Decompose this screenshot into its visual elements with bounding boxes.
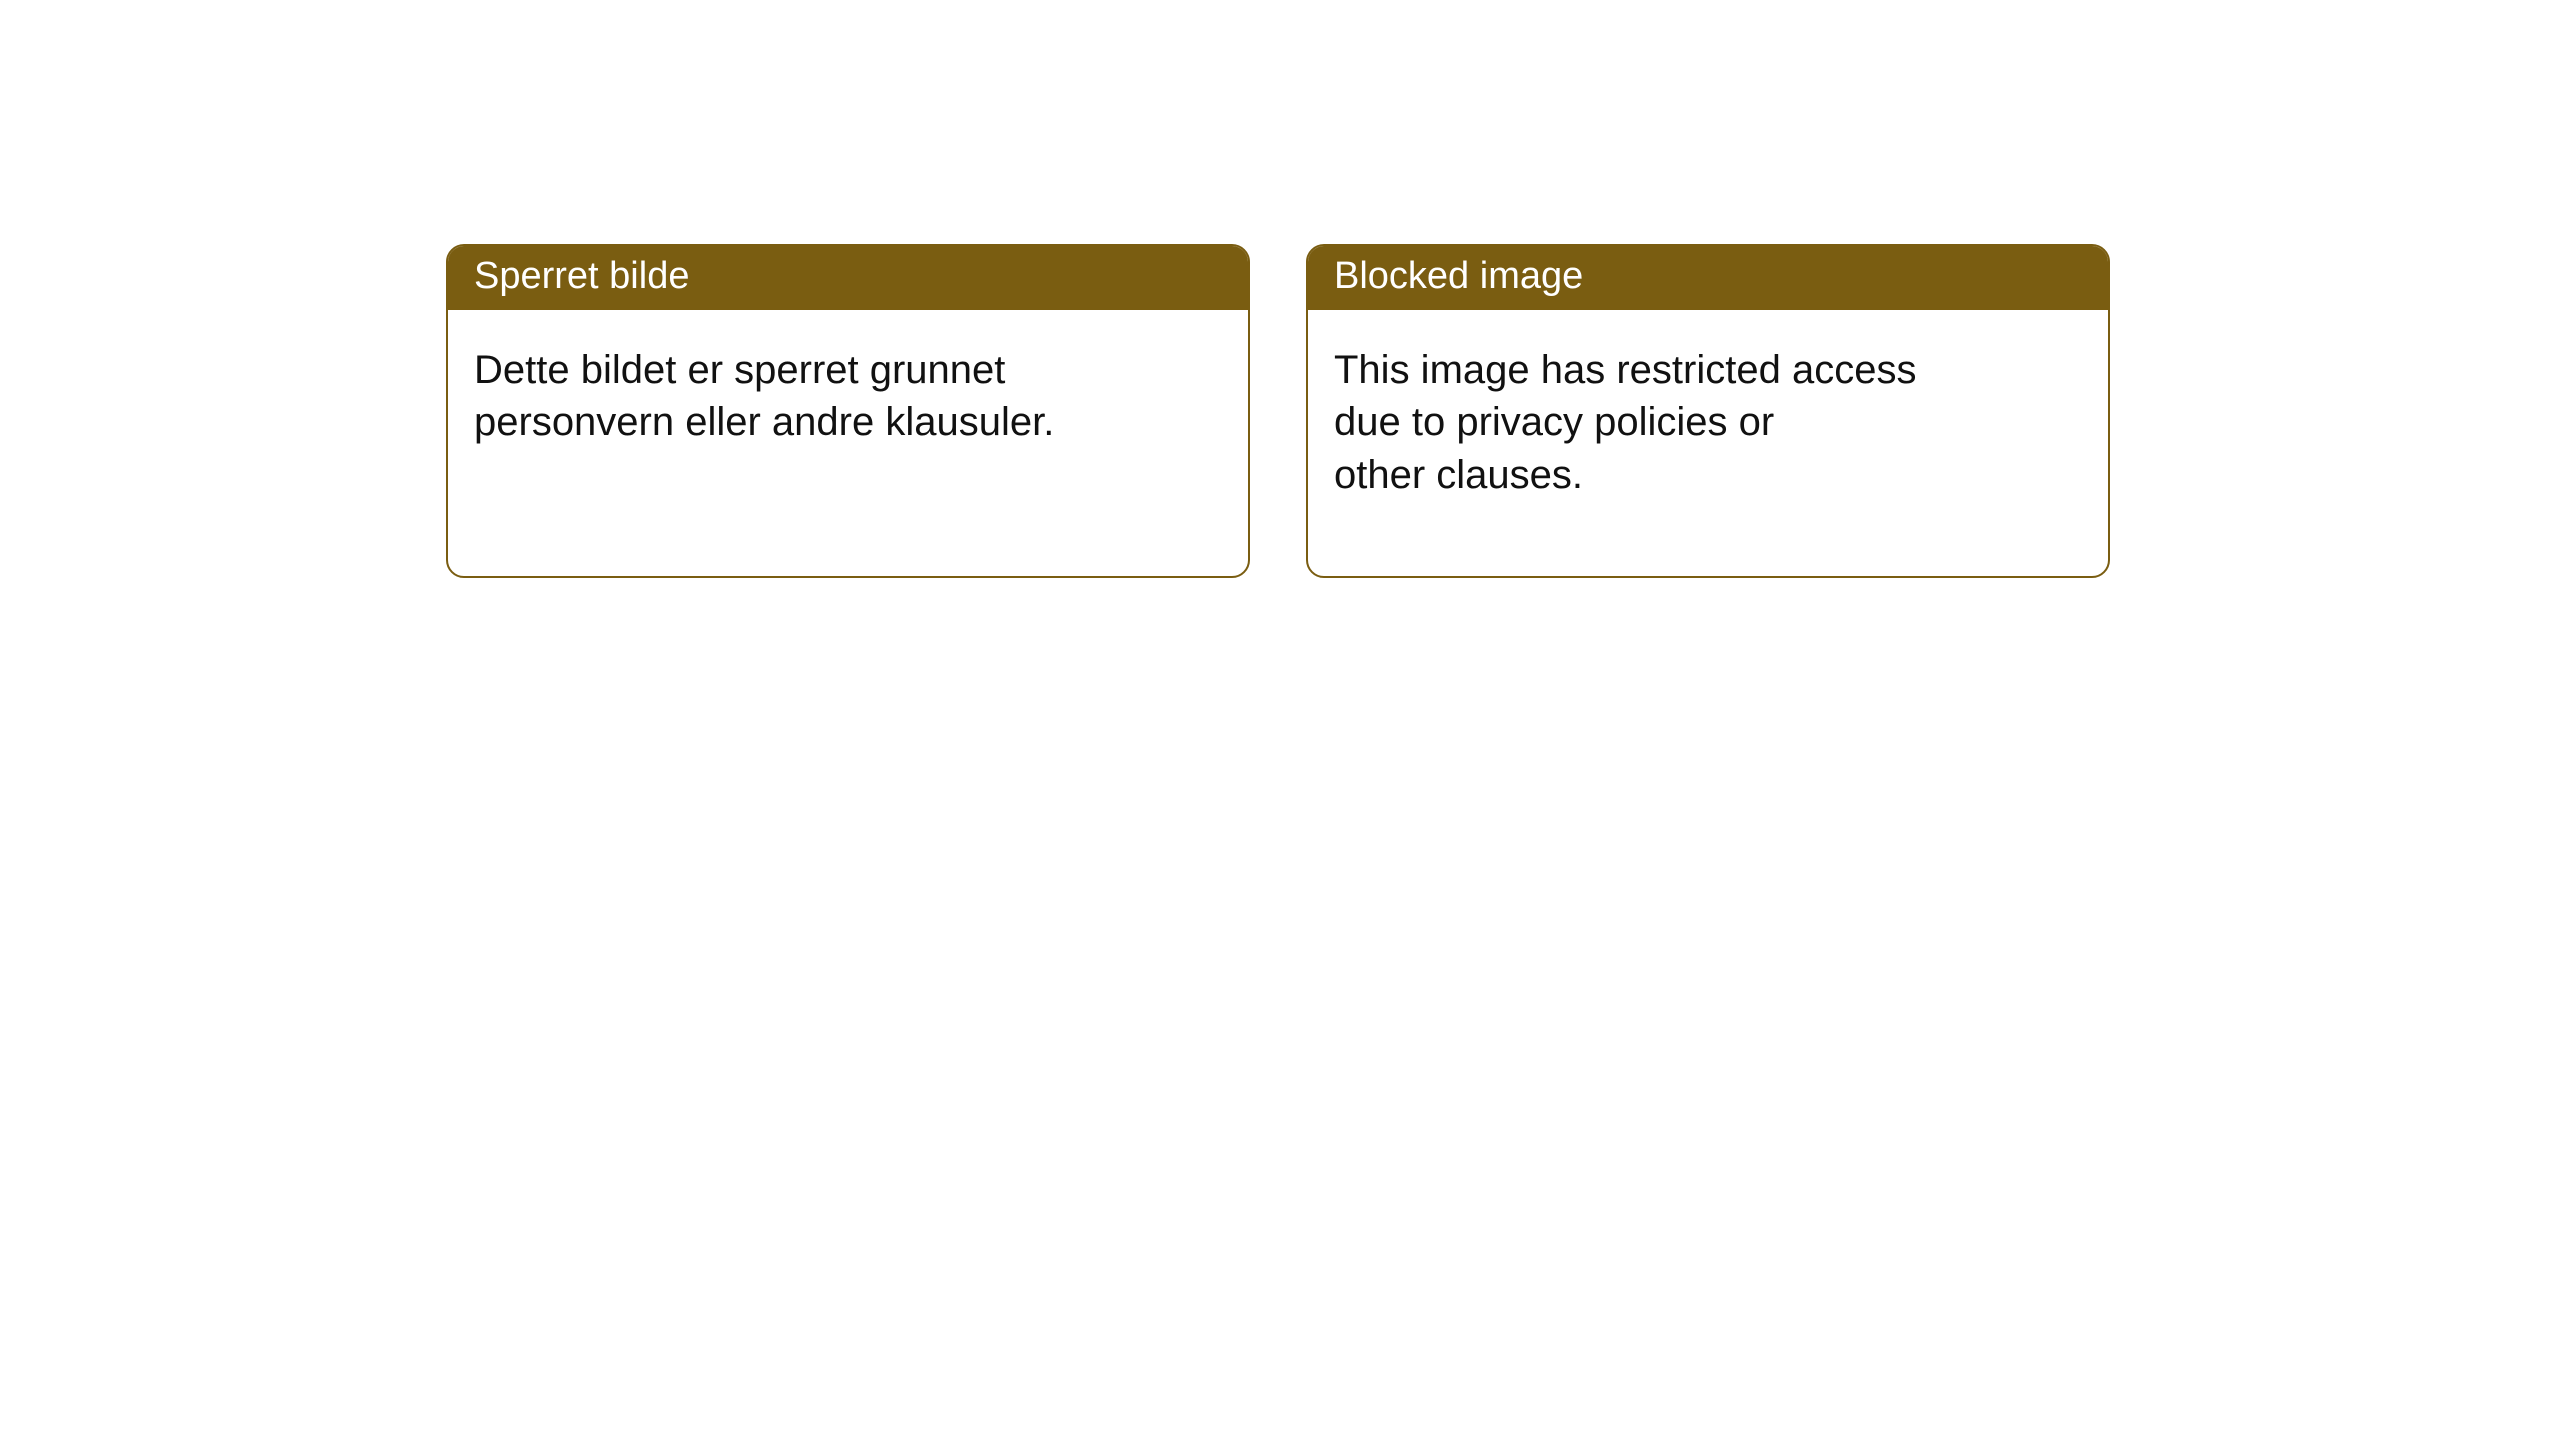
notice-card-english: Blocked image This image has restricted … [1306,244,2110,578]
notice-card-title: Blocked image [1308,246,2108,310]
notice-card-body: Dette bildet er sperret grunnet personve… [448,310,1128,476]
notice-card-norwegian: Sperret bilde Dette bildet er sperret gr… [446,244,1250,578]
notice-container: Sperret bilde Dette bildet er sperret gr… [0,0,2560,578]
notice-card-title: Sperret bilde [448,246,1248,310]
notice-card-body: This image has restricted access due to … [1308,310,1988,528]
